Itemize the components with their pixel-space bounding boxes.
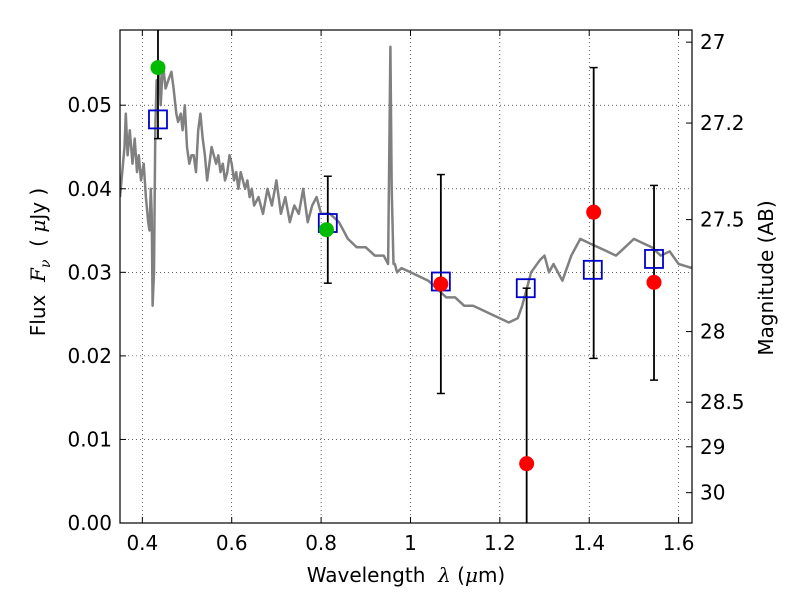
model-spectrum-line	[120, 45, 692, 324]
x-tick-label: 1.4	[573, 531, 605, 555]
series-group	[120, 30, 692, 523]
observed-flux-point	[433, 276, 449, 292]
y2-tick-label: 28	[700, 320, 725, 344]
y-tick-label: 0.00	[67, 511, 112, 535]
observed-flux-point	[519, 456, 535, 472]
observed-flux-point	[646, 274, 662, 290]
x-tick-label: 0.8	[305, 531, 337, 555]
y-tick-label: 0.02	[67, 344, 112, 368]
y2-tick-label: 27	[700, 30, 725, 54]
y2-tick-label: 28.5	[700, 390, 745, 414]
ticks: 0.4 0.6 0.8 1 1.2 1.4 1.6 0.00 0.01 0.02 0.03 0.04 0…	[67, 30, 745, 555]
model-flux-square	[644, 249, 664, 269]
y2-tick-label: 30	[700, 481, 725, 505]
y2-tick-label: 29	[700, 435, 725, 459]
y-tick-label: 0.01	[67, 427, 112, 451]
model-flux-square	[515, 278, 536, 299]
x-tick-label: 0.4	[126, 531, 158, 555]
x-tick-label: 1.2	[484, 531, 516, 555]
x-axis-title: Wavelength λ (μm)	[307, 563, 506, 587]
observed-flux-point	[150, 60, 166, 76]
x-tick-label: 1	[404, 531, 417, 555]
plot-frame	[119, 29, 693, 524]
x-tick-label: 0.6	[216, 531, 248, 555]
y-tick-label: 0.04	[67, 177, 112, 201]
model-flux-square	[582, 259, 603, 280]
model-flux-square	[148, 109, 168, 130]
data-layer	[120, 30, 692, 523]
x-tick-label: 1.6	[663, 531, 695, 555]
y2-axis-title: Magnitude (AB)	[754, 200, 778, 355]
observed-flux-point	[586, 204, 602, 220]
y2-tick-label: 27.2	[700, 111, 745, 135]
y-tick-label: 0.03	[67, 260, 112, 284]
y-tick-label: 0.05	[67, 93, 112, 117]
observed-flux-point	[318, 222, 334, 238]
y2-tick-label: 27.5	[700, 208, 745, 232]
